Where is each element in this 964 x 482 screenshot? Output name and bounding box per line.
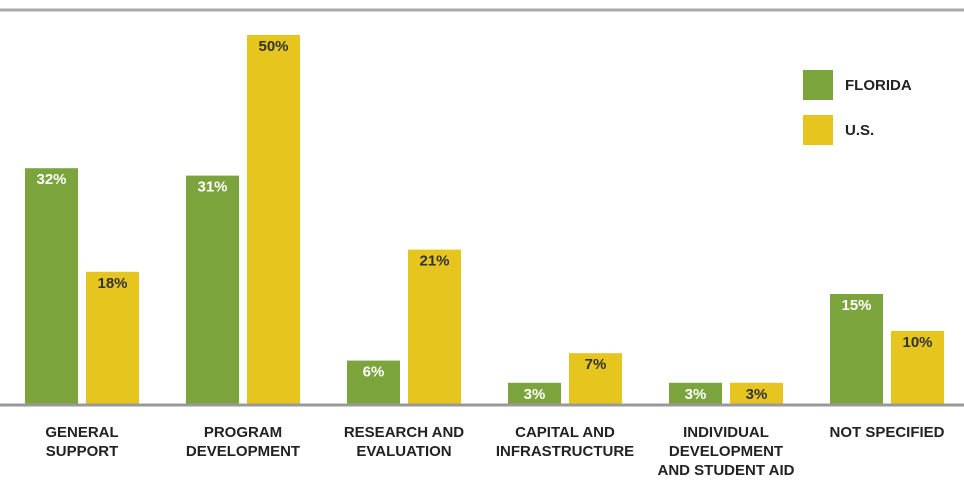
x-tick-label: NOT SPECIFIED [829, 424, 945, 441]
bar [730, 382, 783, 405]
bar [569, 353, 622, 405]
bar [891, 331, 944, 405]
x-tick-label: CAPITAL AND INFRASTRUCTURE [495, 424, 635, 460]
value-label: 21% [419, 253, 449, 270]
legend-swatch [803, 115, 833, 145]
legend-label: U.S. [845, 122, 874, 139]
bar [408, 249, 461, 405]
value-label: 10% [902, 334, 932, 351]
value-label: 3% [685, 386, 707, 403]
bar [347, 360, 400, 405]
x-tick-label: RESEARCH AND EVALUATION [343, 424, 465, 460]
x-tick-label: GENERAL SUPPORT [45, 424, 119, 460]
x-tick-label: PROGRAM DEVELOPMENT [185, 424, 301, 460]
x-tick-label: INDIVIDUAL DEVELOPMENT AND STUDENT AID [657, 424, 795, 479]
value-label: 31% [197, 179, 227, 196]
bar [25, 168, 78, 405]
value-label: 7% [585, 356, 607, 373]
value-label: 15% [841, 297, 871, 314]
legend-label: FLORIDA [845, 77, 912, 94]
bar [669, 382, 722, 405]
value-label: 6% [363, 364, 385, 381]
bar [186, 175, 239, 405]
value-label: 3% [746, 386, 768, 403]
bar [830, 294, 883, 405]
value-label: 50% [258, 38, 288, 55]
bar [247, 35, 300, 405]
legend-swatch [803, 70, 833, 100]
bar [508, 382, 561, 405]
value-label: 3% [524, 386, 546, 403]
bar [86, 271, 139, 405]
value-label: 18% [97, 275, 127, 292]
value-label: 32% [36, 171, 66, 188]
